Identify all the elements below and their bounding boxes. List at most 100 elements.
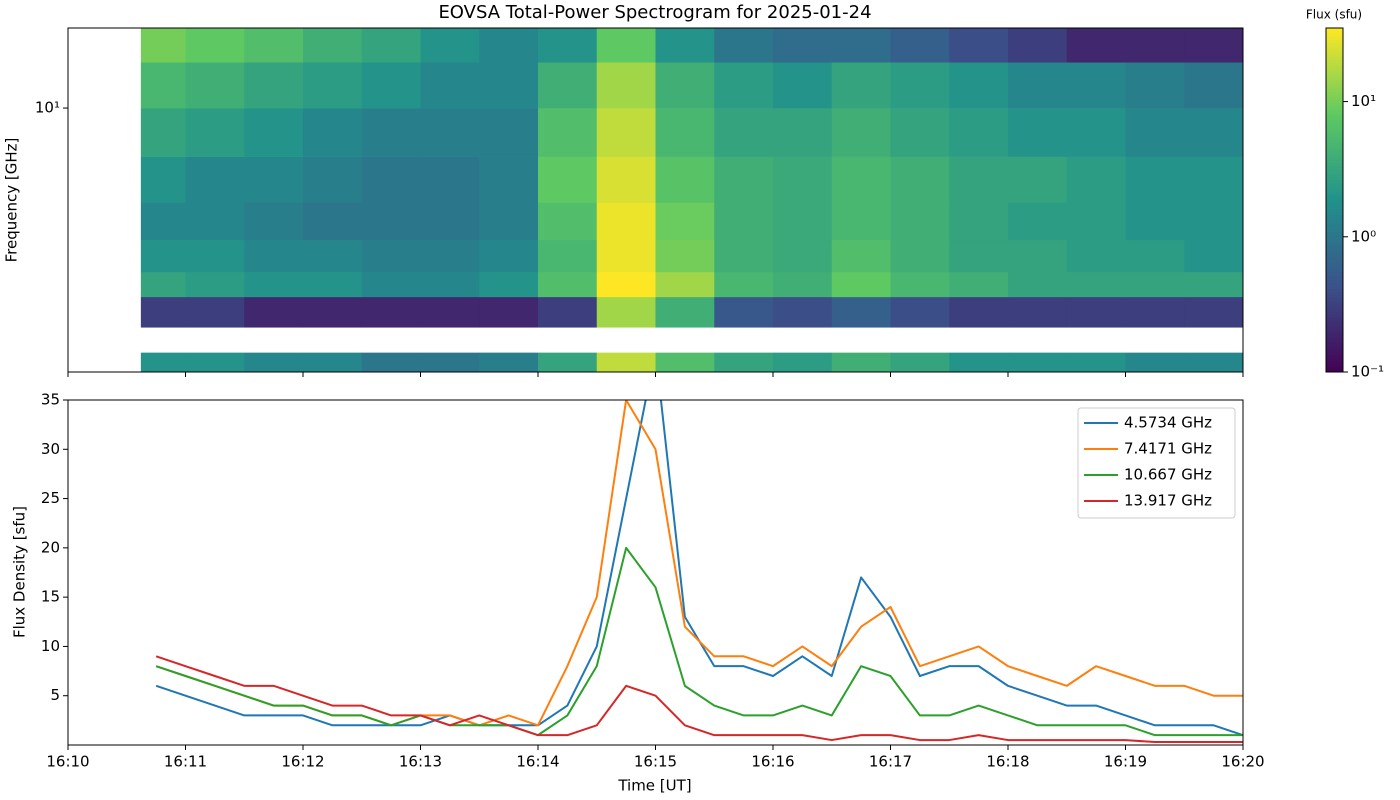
colorbar-swatch bbox=[1326, 154, 1343, 158]
heatmap-cell bbox=[140, 239, 186, 273]
colorbar-swatch bbox=[1326, 343, 1343, 347]
colorbar-swatch bbox=[1326, 271, 1343, 276]
colorbar-swatch bbox=[1326, 85, 1343, 89]
colorbar-swatch bbox=[1326, 222, 1343, 227]
heatmap-cell bbox=[831, 156, 891, 203]
colorbar-swatch bbox=[1326, 148, 1343, 152]
heatmap-cell bbox=[538, 352, 598, 373]
colorbar-swatch bbox=[1326, 283, 1343, 287]
heatmap-cell bbox=[303, 296, 363, 328]
colorbar-swatch bbox=[1326, 194, 1343, 198]
colorbar-swatch bbox=[1326, 73, 1343, 78]
heatmap-cell bbox=[1125, 156, 1185, 203]
heatmap-cell bbox=[596, 272, 656, 298]
heatmap-cell bbox=[1008, 62, 1068, 109]
heatmap-cell bbox=[714, 239, 774, 273]
colorbar-swatch bbox=[1326, 185, 1343, 190]
colorbar-swatch bbox=[1326, 308, 1343, 313]
heatmap-cell bbox=[949, 108, 1009, 157]
colorbar-swatch bbox=[1326, 159, 1343, 164]
heatmap-cell bbox=[773, 202, 833, 241]
x-tick-label: 16:12 bbox=[281, 753, 324, 771]
colorbar-swatch bbox=[1326, 346, 1343, 350]
colorbar-swatch bbox=[1326, 105, 1343, 109]
colorbar-swatch bbox=[1326, 369, 1343, 373]
y-tick-label: 35 bbox=[41, 391, 60, 409]
heatmap-cell bbox=[714, 202, 774, 241]
colorbar-swatch bbox=[1326, 251, 1343, 255]
colorbar-swatch bbox=[1326, 337, 1343, 341]
heatmap-cell bbox=[1125, 239, 1185, 273]
colorbar-swatch bbox=[1326, 288, 1343, 293]
heatmap-cell bbox=[1066, 352, 1126, 373]
colorbar-swatch bbox=[1326, 263, 1343, 267]
heatmap-cell bbox=[538, 272, 598, 298]
heatmap-cell bbox=[1125, 272, 1185, 298]
heatmap-cell bbox=[140, 202, 186, 241]
heatmap-cell bbox=[655, 296, 715, 328]
heatmap-cell bbox=[1184, 62, 1244, 109]
colorbar-swatch bbox=[1326, 334, 1343, 339]
colorbar-swatch bbox=[1326, 306, 1343, 310]
colorbar-swatch bbox=[1326, 171, 1343, 175]
lines bbox=[155, 400, 1243, 744]
colorbar-swatch bbox=[1326, 50, 1343, 55]
colorbar-swatch bbox=[1326, 177, 1343, 181]
colorbar-swatch bbox=[1326, 277, 1343, 281]
heatmap-cell bbox=[1066, 296, 1126, 328]
colorbar-swatch bbox=[1326, 357, 1343, 362]
colorbar-tick-label: 10⁻¹ bbox=[1351, 363, 1384, 381]
colorbar-swatch bbox=[1326, 225, 1343, 230]
heatmap-cell bbox=[890, 62, 950, 109]
heatmap-cell bbox=[420, 62, 480, 109]
colorbar-swatch bbox=[1326, 260, 1343, 264]
colorbar-swatch bbox=[1326, 68, 1343, 72]
colorbar-swatch bbox=[1326, 128, 1343, 132]
heatmap-cell bbox=[714, 352, 774, 373]
colorbar-swatch bbox=[1326, 111, 1343, 115]
colorbar-swatch bbox=[1326, 48, 1343, 52]
colorbar-swatch bbox=[1326, 174, 1343, 178]
colorbar-swatch bbox=[1326, 240, 1343, 244]
colorbar-swatch bbox=[1326, 122, 1343, 126]
colorbar-swatch bbox=[1326, 231, 1343, 235]
colorbar-swatch bbox=[1326, 139, 1343, 144]
heatmap-cell bbox=[596, 156, 656, 203]
colorbar-swatch bbox=[1326, 28, 1343, 32]
heatmap-cell bbox=[185, 352, 245, 373]
colorbar-swatch bbox=[1326, 214, 1343, 218]
y-tick-label: 10 bbox=[41, 637, 60, 655]
colorbar-swatch bbox=[1326, 228, 1343, 233]
colorbar-swatch bbox=[1326, 202, 1343, 207]
heatmap-cell bbox=[773, 272, 833, 298]
colorbar-swatch bbox=[1326, 211, 1343, 215]
heatmap-cell bbox=[185, 156, 245, 203]
colorbar-swatch bbox=[1326, 71, 1343, 75]
heatmap-cell bbox=[361, 352, 421, 373]
lightcurve: 16:10 16:11 16:12 16:13 16:14 16:15 16:16 16:17… bbox=[41, 391, 1265, 771]
colorbar-swatch bbox=[1326, 317, 1343, 321]
x-tick-label: 16:15 bbox=[634, 753, 677, 771]
series-line bbox=[155, 655, 1243, 744]
heatmap-cell bbox=[831, 352, 891, 373]
heatmap-cell bbox=[1125, 28, 1185, 63]
heatmap-cell bbox=[655, 28, 715, 63]
heatmap-cell bbox=[1066, 108, 1126, 157]
heatmap-cell bbox=[1066, 272, 1126, 298]
colorbar-swatch bbox=[1326, 179, 1343, 184]
heatmap-cell bbox=[1125, 108, 1185, 157]
colorbar-swatch bbox=[1326, 340, 1343, 344]
heatmap-cell bbox=[538, 28, 598, 63]
y-tick-label: 5 bbox=[50, 686, 60, 704]
colorbar-swatch bbox=[1326, 294, 1343, 298]
heatmap-cell bbox=[1184, 239, 1244, 273]
heatmap-cell bbox=[1184, 108, 1244, 157]
x-tick-label: 16:14 bbox=[516, 753, 559, 771]
colorbar-swatch bbox=[1326, 39, 1343, 43]
colorbar-swatch bbox=[1326, 291, 1343, 296]
series-line bbox=[155, 546, 1243, 737]
heatmap-cell bbox=[303, 352, 363, 373]
heatmap-cell bbox=[1184, 352, 1244, 373]
heatmap-cell bbox=[1184, 272, 1244, 298]
heatmap-cell bbox=[949, 239, 1009, 273]
